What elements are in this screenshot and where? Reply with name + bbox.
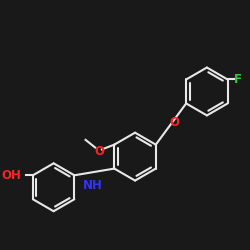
- Text: OH: OH: [2, 169, 21, 182]
- Text: O: O: [94, 145, 104, 158]
- Text: O: O: [170, 116, 180, 129]
- Text: F: F: [234, 73, 242, 86]
- Text: NH: NH: [82, 179, 102, 192]
